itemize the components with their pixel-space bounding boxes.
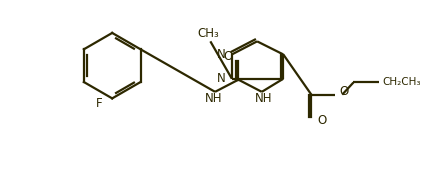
Text: O: O: [224, 50, 233, 63]
Text: O: O: [339, 85, 349, 98]
Text: CH₂CH₃: CH₂CH₃: [382, 78, 421, 88]
Text: O: O: [317, 114, 326, 127]
Text: N: N: [216, 72, 225, 85]
Text: CH₃: CH₃: [197, 27, 219, 40]
Text: F: F: [96, 98, 103, 110]
Text: NH: NH: [204, 92, 222, 105]
Text: N: N: [216, 48, 225, 61]
Text: NH: NH: [255, 92, 273, 105]
